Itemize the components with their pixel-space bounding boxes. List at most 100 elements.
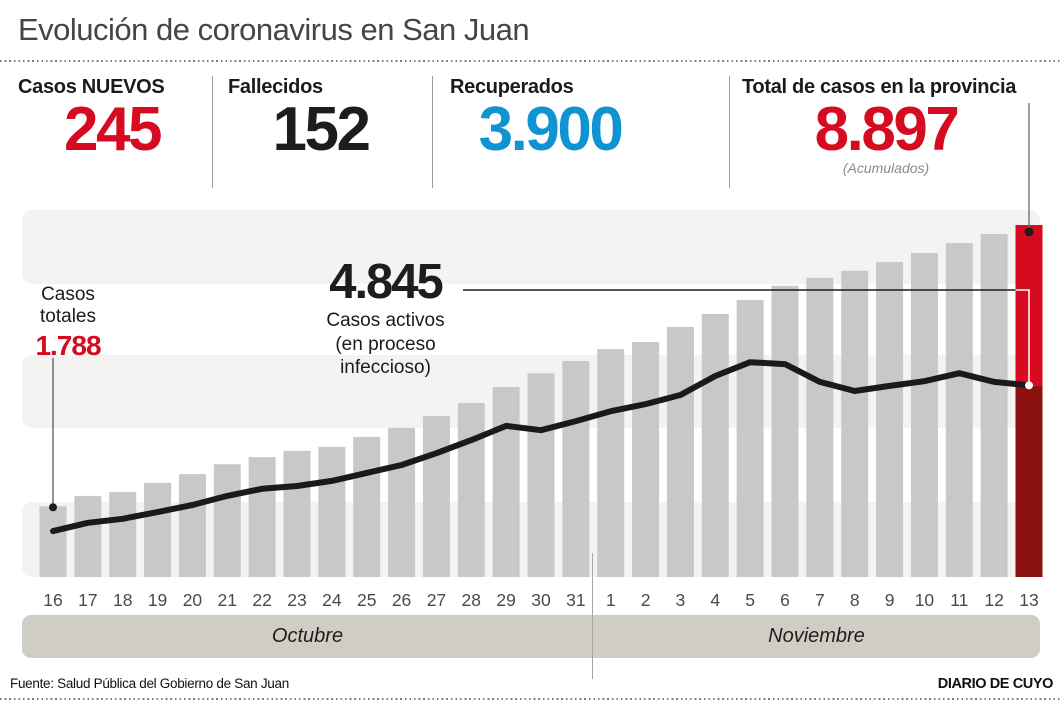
bar-20 — [178, 474, 206, 577]
stats-divider-2 — [432, 76, 433, 188]
bar-24 — [318, 446, 346, 577]
bar-31 — [562, 360, 590, 577]
stat-total-provincia: Total de casos en la provincia 8.897 (Ac… — [742, 76, 1030, 176]
bar-8 — [841, 270, 869, 577]
bar-4 — [701, 313, 729, 577]
dotted-divider-bottom — [0, 698, 1062, 700]
annotation-label: Casos activos — [326, 310, 445, 331]
x-tick-6: 6 — [780, 590, 790, 610]
active-cases-series — [50, 359, 1032, 535]
x-tick-2: 2 — [641, 590, 651, 610]
bar-19 — [144, 482, 172, 577]
x-tick-31: 31 — [566, 590, 585, 610]
x-tick-7: 7 — [815, 590, 825, 610]
bar-6 — [771, 285, 799, 577]
stats-divider-3 — [729, 76, 730, 188]
x-tick-1: 1 — [606, 590, 616, 610]
x-tick-19: 19 — [148, 590, 167, 610]
bar-1 — [597, 349, 625, 577]
bar-9 — [876, 262, 904, 577]
stat-fallecidos: Fallecidos 152 — [228, 76, 413, 164]
leader-active-connector — [1015, 289, 1030, 382]
last-bar-dot — [1024, 227, 1034, 237]
bar-3 — [666, 326, 694, 577]
x-tick-30: 30 — [531, 590, 551, 610]
month-label-octubre: Octubre — [271, 625, 344, 647]
bar-10 — [910, 252, 938, 577]
stat-recuperados: Recuperados 3.900 — [450, 76, 650, 164]
bar-29 — [492, 387, 520, 577]
bar-17 — [74, 495, 102, 577]
bar-12 — [980, 233, 1008, 577]
x-tick-27: 27 — [427, 590, 446, 610]
active-cases-line — [50, 359, 1032, 535]
annotation-leader-lines — [52, 103, 1030, 504]
x-tick-9: 9 — [885, 590, 895, 610]
annotation-label: (en proceso — [335, 333, 436, 355]
annotation-dots — [49, 227, 1034, 512]
bar-25 — [353, 436, 381, 577]
bar-16 — [39, 506, 67, 577]
month-band — [22, 615, 1040, 658]
month-label-noviembre: Noviembre — [768, 625, 865, 647]
bar-11 — [945, 243, 973, 578]
active-endpoint-dot — [1025, 381, 1033, 390]
publisher-credit: DIARIO DE CUYO — [937, 676, 1054, 692]
x-tick-26: 26 — [392, 590, 411, 610]
bar-7 — [806, 277, 834, 577]
bar-30 — [527, 373, 555, 577]
page-title: Evolución de coronavirus en San Juan — [18, 12, 530, 47]
x-tick-21: 21 — [218, 590, 237, 610]
grid-stripe — [22, 210, 1040, 284]
stat-value: 245 — [64, 95, 162, 164]
x-tick-3: 3 — [676, 590, 686, 610]
annotation-label: infeccioso) — [340, 357, 431, 378]
bar-28 — [457, 402, 485, 577]
x-tick-17: 17 — [78, 590, 97, 610]
bar-22 — [248, 457, 276, 577]
annotation-first-bar: Casos totales 1.788 — [18, 284, 118, 360]
stat-value: 152 — [272, 95, 371, 164]
annotation-label: totales — [40, 306, 96, 327]
x-tick-23: 23 — [287, 590, 306, 610]
bar-2 — [632, 341, 660, 577]
bar-21 — [213, 464, 241, 577]
x-tick-10: 10 — [915, 590, 935, 610]
x-tick-18: 18 — [113, 590, 132, 610]
month-separator-line — [592, 553, 593, 679]
stat-note: (Acumulados) — [842, 160, 930, 176]
bar-highlight-bottom-13 — [1015, 385, 1043, 577]
x-tick-22: 22 — [252, 590, 271, 610]
stat-label: Total de casos en la provincia — [742, 76, 1017, 98]
x-tick-24: 24 — [322, 590, 342, 610]
source-credit: Fuente: Salud Pública del Gobierno de Sa… — [10, 676, 289, 691]
x-tick-29: 29 — [496, 590, 515, 610]
annotation-value: 4.845 — [329, 255, 444, 309]
x-tick-20: 20 — [183, 590, 203, 610]
x-tick-11: 11 — [950, 590, 968, 610]
bar-27 — [422, 415, 450, 577]
x-tick-4: 4 — [710, 590, 720, 610]
dotted-divider-top — [0, 60, 1062, 62]
stat-label: Recuperados — [450, 76, 574, 98]
annotation-label: Casos — [41, 284, 95, 305]
x-tick-25: 25 — [357, 590, 376, 610]
x-tick-28: 28 — [462, 590, 481, 610]
bar-23 — [283, 450, 311, 577]
stat-value: 3.900 — [478, 95, 624, 164]
first-bar-dot — [49, 503, 57, 512]
bar-26 — [388, 427, 416, 577]
x-axis-tick-labels: 16 17 18 19 20 21 22 23 24 25 26 27 28 29 30 31 1 2 3 4 5 6 7 8… — [43, 590, 1038, 610]
x-tick-16: 16 — [43, 590, 62, 610]
stat-label: Casos NUEVOS — [18, 76, 165, 98]
bar-18 — [109, 491, 137, 577]
annotation-active-cases: 4.845 Casos activos (en proceso infeccio… — [293, 255, 478, 380]
bar-5 — [736, 300, 764, 577]
stat-label: Fallecidos — [228, 76, 323, 98]
stats-divider-1 — [212, 76, 213, 188]
x-tick-8: 8 — [850, 590, 860, 610]
stat-casos-nuevos: Casos NUEVOS 245 — [18, 76, 206, 164]
x-tick-13: 13 — [1019, 590, 1038, 610]
